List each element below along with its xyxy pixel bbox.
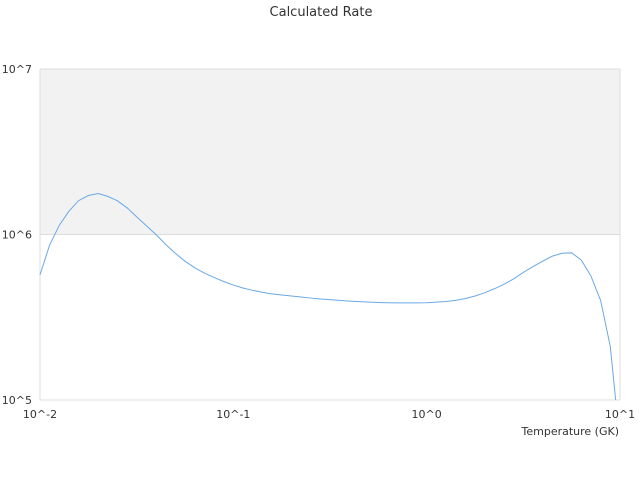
y-tick-labels: 10^5 10^6 10^7	[2, 63, 32, 407]
x-tick-label: 10^1	[605, 408, 635, 421]
x-tick-labels: 10^-2 10^-1 10^0 10^1	[23, 408, 635, 421]
y-tick-label: 10^5	[2, 394, 32, 407]
x-axis-label: Temperature (GK)	[521, 425, 620, 438]
x-tick-label: 10^-2	[23, 408, 57, 421]
shaded-band	[40, 69, 620, 235]
y-tick-label: 10^6	[2, 229, 32, 242]
grid-lines	[39, 68, 621, 401]
x-tick-label: 10^-1	[216, 408, 250, 421]
y-tick-label: 10^7	[2, 63, 32, 76]
series-line	[39, 192, 617, 401]
x-tick-label: 10^0	[412, 408, 442, 421]
chart-title: Calculated Rate	[270, 5, 373, 20]
